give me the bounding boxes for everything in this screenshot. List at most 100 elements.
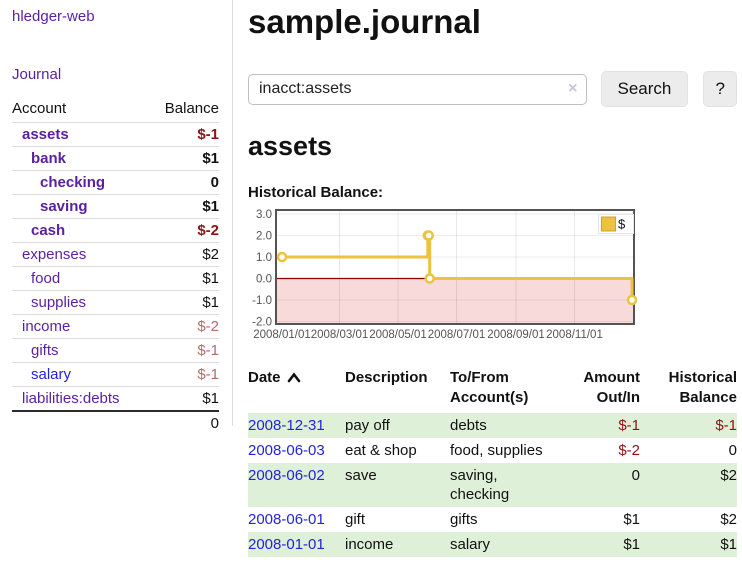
svg-text:0.0: 0.0: [256, 274, 272, 286]
transaction-date-link[interactable]: 2008-06-02: [248, 467, 325, 484]
transaction-description: pay off: [345, 417, 390, 434]
register-header-description: Description: [345, 369, 428, 386]
account-balance: $-1: [149, 362, 219, 387]
transaction-date-link[interactable]: 2008-06-03: [248, 442, 325, 459]
account-balance: $1: [149, 290, 219, 315]
account-row: income $-2: [12, 314, 219, 339]
sidebar-account-expenses[interactable]: expenses: [22, 246, 87, 263]
account-balance: $1: [149, 266, 219, 291]
account-row: expenses $2: [12, 242, 219, 267]
transaction-accounts: food, supplies: [450, 442, 543, 459]
accounts-table: Account Balance assets $-1 bank $1 checking 0…: [12, 98, 219, 435]
search-button[interactable]: Search: [600, 71, 689, 107]
transaction-amount: $-2: [618, 442, 640, 459]
svg-text:2008/03/01: 2008/03/01: [311, 329, 369, 341]
register-table: Date Description To/From Account(s) Amount Ou…: [248, 366, 737, 557]
register-header-to-from: To/From Account(s): [450, 369, 529, 406]
transaction-date-link[interactable]: 2008-06-01: [248, 511, 325, 528]
transaction-description: income: [345, 536, 394, 553]
svg-text:-1.0: -1.0: [252, 295, 272, 307]
transaction-amount: $-1: [618, 417, 640, 434]
account-balance: $-1: [149, 122, 219, 147]
register-header-amount: Amount Out/In: [583, 369, 640, 406]
transaction-row: 2008-06-03 eat & shop food, supplies $-2 0: [248, 438, 737, 463]
svg-text:$: $: [618, 217, 626, 232]
accounts-total-value: 0: [149, 410, 219, 435]
transaction-row: 2008-06-01 gift gifts $1 $2: [248, 507, 737, 532]
search-form: × Search ?: [248, 71, 737, 107]
account-row: food $1: [12, 266, 219, 291]
account-balance: $1: [149, 386, 219, 411]
svg-text:2008/09/01: 2008/09/01: [487, 329, 545, 341]
transaction-accounts: salary: [450, 536, 491, 553]
account-balance: 0: [149, 170, 219, 195]
chart-legend: $: [598, 214, 634, 234]
sidebar-account-assets[interactable]: assets: [22, 126, 69, 143]
search-input[interactable]: [248, 73, 587, 105]
chevron-up-icon: [287, 372, 300, 383]
brand-link[interactable]: hledger-web: [12, 8, 95, 25]
sidebar-account-salary[interactable]: salary: [31, 366, 72, 383]
account-row: bank $1: [12, 146, 219, 171]
transaction-date-link[interactable]: 2008-12-31: [248, 417, 325, 434]
chart-title: Historical Balance:: [248, 184, 384, 201]
account-balance: $-2: [149, 314, 219, 339]
transaction-accounts: debts: [450, 417, 487, 434]
transaction-accounts: gifts: [450, 511, 478, 528]
account-row: liabilities:debts $1: [12, 386, 219, 411]
account-balance: $1: [149, 194, 219, 219]
svg-text:2008/07/01: 2008/07/01: [428, 329, 486, 341]
sidebar-account-checking[interactable]: checking: [40, 174, 106, 191]
page-title: sample.journal: [248, 3, 481, 40]
accounts-header-account: Account: [12, 100, 67, 117]
svg-text:2008/01/01: 2008/01/01: [253, 329, 311, 341]
transaction-balance: $2: [720, 511, 737, 528]
sidebar-account-cash[interactable]: cash: [31, 222, 66, 239]
sidebar-account-liabilities-debts[interactable]: liabilities:debts: [22, 390, 120, 407]
accounts-header-row: Account Balance: [12, 98, 219, 123]
account-heading: assets: [248, 131, 333, 161]
transaction-amount: 0: [631, 467, 640, 484]
clear-search-icon[interactable]: ×: [568, 79, 578, 97]
sidebar-account-bank[interactable]: bank: [31, 150, 67, 167]
account-row: gifts $-1: [12, 338, 219, 363]
transaction-description: save: [345, 467, 377, 484]
sidebar: hledger-web Journal Account Balance asse…: [0, 0, 233, 435]
transaction-balance: $2: [720, 467, 737, 484]
register-header-historical: Historical Balance: [668, 369, 737, 406]
transaction-row: 2008-06-02 save saving, checking 0 $2: [248, 463, 737, 507]
transaction-accounts: saving, checking: [450, 467, 510, 503]
account-balance: $-2: [149, 218, 219, 243]
accounts-total-row: 0: [12, 410, 219, 435]
transaction-balance: 0: [728, 442, 737, 459]
transaction-amount: $1: [623, 511, 640, 528]
svg-text:2008/05/01: 2008/05/01: [369, 329, 427, 341]
sidebar-account-supplies[interactable]: supplies: [31, 294, 87, 311]
sidebar-account-food[interactable]: food: [31, 270, 61, 287]
transaction-row: 2008-12-31 pay off debts $-1 $-1: [248, 413, 737, 438]
transaction-date-link[interactable]: 2008-01-01: [248, 536, 325, 553]
account-balance: $1: [149, 146, 219, 171]
transaction-balance: $1: [720, 536, 737, 553]
svg-text:2.0: 2.0: [256, 231, 272, 243]
account-balance: $2: [149, 242, 219, 267]
account-row: supplies $1: [12, 290, 219, 315]
account-balance: $-1: [149, 338, 219, 363]
register-header-date[interactable]: Date: [248, 366, 345, 413]
svg-text:2008/11/01: 2008/11/01: [546, 329, 603, 341]
help-button[interactable]: ?: [703, 71, 737, 107]
account-row: cash $-2: [12, 218, 219, 243]
sidebar-item-journal[interactable]: Journal: [12, 66, 62, 83]
svg-text:-2.0: -2.0: [252, 317, 272, 329]
svg-text:3.0: 3.0: [256, 209, 272, 221]
transaction-description: gift: [345, 511, 366, 528]
sidebar-account-saving[interactable]: saving: [40, 198, 88, 215]
sidebar-account-gifts[interactable]: gifts: [31, 342, 59, 359]
sidebar-account-income[interactable]: income: [22, 318, 71, 335]
transaction-balance: $-1: [715, 417, 737, 434]
historical-balance-chart: $3.0 2.0 1.0 0.0 -1.0 -2.0 2008/01/01 2008/03/0…: [248, 207, 737, 353]
main-content: sample.journal × Search ? assets Histori…: [248, 0, 737, 557]
search-box: ×: [248, 73, 587, 105]
transaction-row: 2008-01-01 income salary $1 $1: [248, 532, 737, 557]
